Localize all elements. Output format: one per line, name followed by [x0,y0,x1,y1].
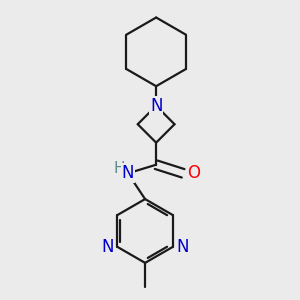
Text: N: N [150,97,162,115]
Text: H: H [114,161,125,176]
Text: N: N [176,238,189,256]
Text: N: N [101,238,114,256]
Text: N: N [122,164,134,182]
Text: O: O [188,164,200,182]
